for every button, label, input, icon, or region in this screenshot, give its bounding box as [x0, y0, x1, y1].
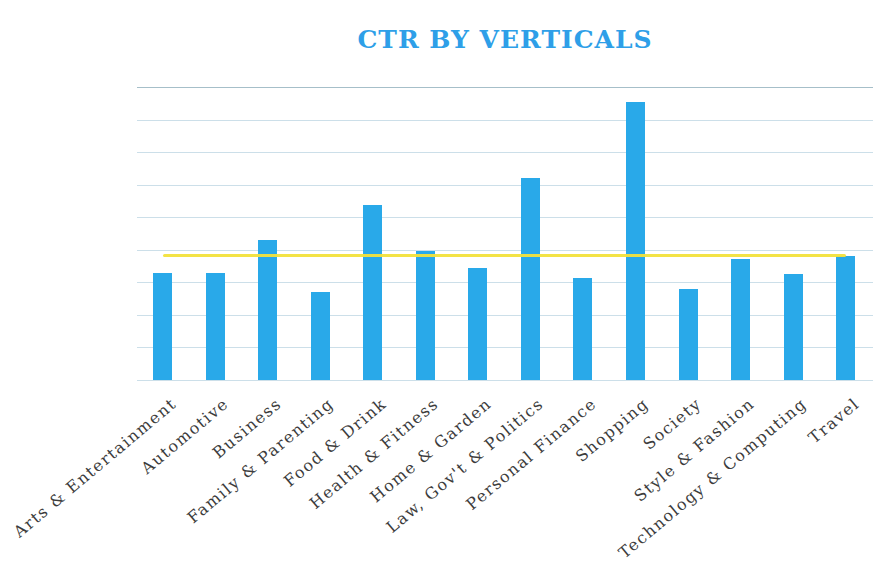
bar-shopping — [626, 102, 645, 380]
bar-automotive — [206, 273, 225, 380]
bar-law-gov-t-politics — [521, 178, 540, 380]
bar-family-parenting — [311, 292, 330, 380]
bar-health-fitness — [416, 251, 435, 380]
bar-personal-finance — [573, 278, 592, 380]
bar-arts-entertainment — [153, 273, 172, 380]
benchmark-reference-line — [163, 254, 846, 257]
x-axis-label-travel: Travel — [804, 394, 863, 447]
bar-home-garden — [468, 268, 487, 380]
x-axis-labels: Arts & EntertainmentAutomotiveBusinessFa… — [0, 0, 893, 575]
bar-technology-computing — [784, 274, 803, 380]
bar-food-drink — [363, 205, 382, 380]
bar-travel — [836, 256, 855, 380]
bar-society — [679, 289, 698, 380]
chart-canvas: CTR BY VERTICALS Arts & EntertainmentAut… — [0, 0, 893, 575]
bar-business — [258, 240, 277, 380]
bar-style-fashion — [731, 259, 750, 380]
